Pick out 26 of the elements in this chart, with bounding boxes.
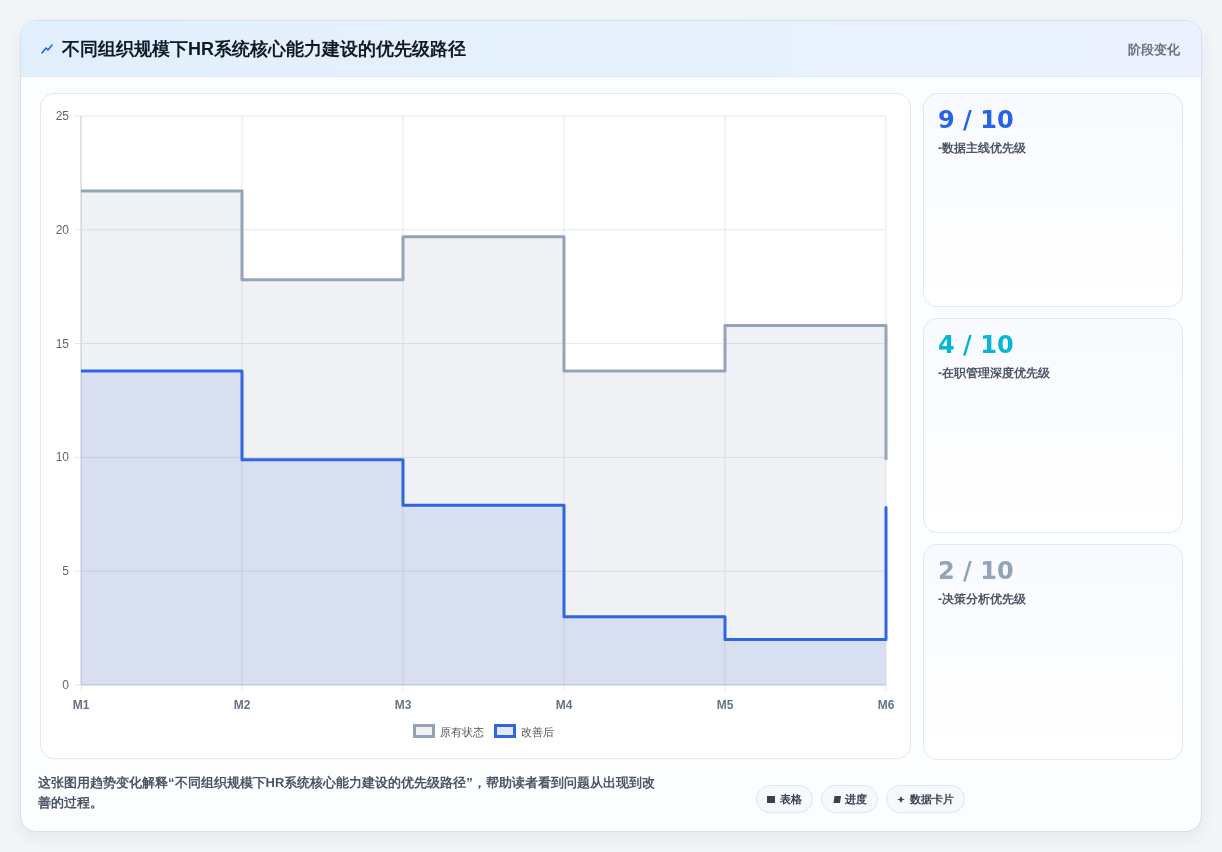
- text: -决策分析优先级: [938, 591, 1026, 608]
- text: 9 / 10: [938, 106, 1014, 134]
- x-tick-label: M5: [716, 698, 734, 712]
- text: 表格: [780, 791, 802, 807]
- x-tick-label: M2: [233, 698, 251, 712]
- text: 进度: [845, 791, 867, 807]
- x-tick-label: M6: [877, 698, 895, 712]
- text: 阶段变化: [1128, 41, 1180, 59]
- x-tick-label: M4: [555, 698, 573, 712]
- text: -数据主线优先级: [938, 140, 1026, 157]
- y-tick-label: 20: [55, 222, 70, 237]
- text: 这张图用趋势变化解释“不同组织规模下HR系统核心能力建设的优先级路径”，帮助读者看到问题从出现到改善的过程。: [38, 774, 656, 812]
- chart-title: 不同组织规模下HR系统核心能力建设的优先级路径: [62, 38, 466, 61]
- text: 2 / 10: [938, 557, 1014, 585]
- legend-label: 原有状态: [440, 726, 484, 738]
- y-tick-label: 10: [55, 450, 70, 465]
- y-tick-label: 15: [55, 336, 70, 351]
- text: 4 / 10: [938, 331, 1014, 359]
- y-tick-label: 25: [55, 109, 70, 123]
- text: 数据卡片: [910, 791, 954, 807]
- legend-label: 改善后: [521, 726, 554, 738]
- x-tick-label: M3: [394, 698, 412, 712]
- y-tick-label: 0: [62, 678, 70, 692]
- text: -在职管理深度优先级: [938, 365, 1050, 382]
- x-tick-label: M1: [72, 698, 90, 712]
- y-tick-label: 5: [62, 564, 70, 579]
